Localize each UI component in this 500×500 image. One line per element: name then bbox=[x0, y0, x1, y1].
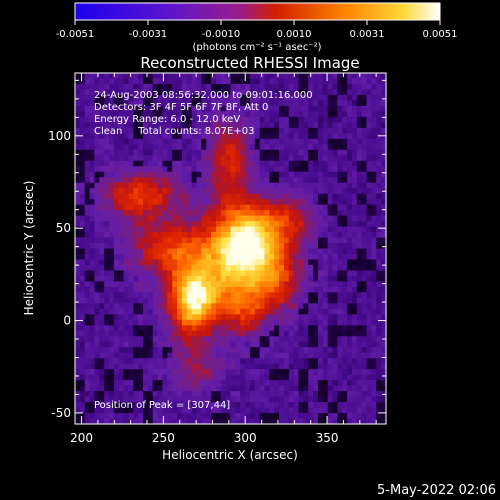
colorbar-tick-label: 0.0010 bbox=[277, 29, 312, 40]
footer-date: 5-May-2022 02:06 bbox=[377, 483, 496, 498]
x-tick-label: 350 bbox=[316, 431, 339, 445]
plot-frame bbox=[74, 72, 387, 425]
y-tick-label: -50 bbox=[51, 406, 71, 420]
y-tick-label: 100 bbox=[48, 129, 71, 143]
chart-title: Reconstructed RHESSI Image bbox=[140, 54, 359, 72]
annotation-detectors: Detectors: 3F 4F 5F 6F 7F 8F, Att 0 bbox=[94, 102, 268, 113]
peak-position-label: Position of Peak = [307,44] bbox=[94, 400, 230, 411]
y-tick-label: 50 bbox=[56, 221, 71, 235]
heatmap bbox=[75, 73, 387, 425]
x-axis: 200 250 300 350 bbox=[70, 73, 377, 445]
x-tick-label: 200 bbox=[70, 431, 93, 445]
x-tick-label: 250 bbox=[152, 431, 175, 445]
x-axis-label: Heliocentric X (arcsec) bbox=[162, 448, 298, 462]
info-annotations: 24-Aug-2003 08:56:32.000 to 09:01:16.000… bbox=[94, 90, 313, 137]
y-tick-label: 0 bbox=[63, 314, 71, 328]
colorbar-tick-label: 0.0031 bbox=[350, 29, 385, 40]
colorbar-tick-label: -0.0010 bbox=[202, 29, 241, 40]
colorbar-tick-label: 0.0051 bbox=[423, 29, 458, 40]
x-tick-label: 300 bbox=[234, 431, 257, 445]
colorbar-ticks: -0.0051 -0.0031 -0.0010 0.0010 0.0031 0.0051 bbox=[56, 20, 458, 40]
annotation-energy: Energy Range: 6.0 - 12.0 keV bbox=[94, 114, 240, 125]
y-axis: -50 0 50 100 bbox=[48, 79, 386, 420]
colorbar-tick-label: -0.0051 bbox=[56, 29, 95, 40]
annotation-counts: Clean Total counts: 8.07E+03 bbox=[94, 126, 254, 137]
colorbar bbox=[74, 2, 441, 21]
annotation-time: 24-Aug-2003 08:56:32.000 to 09:01:16.000 bbox=[94, 90, 313, 101]
colorbar-tick-label: -0.0031 bbox=[129, 29, 168, 40]
y-axis-label: Heliocentric Y (arcsec) bbox=[22, 181, 36, 316]
colorbar-unit-label: (photons cm⁻² s⁻¹ asec⁻²) bbox=[192, 42, 321, 53]
